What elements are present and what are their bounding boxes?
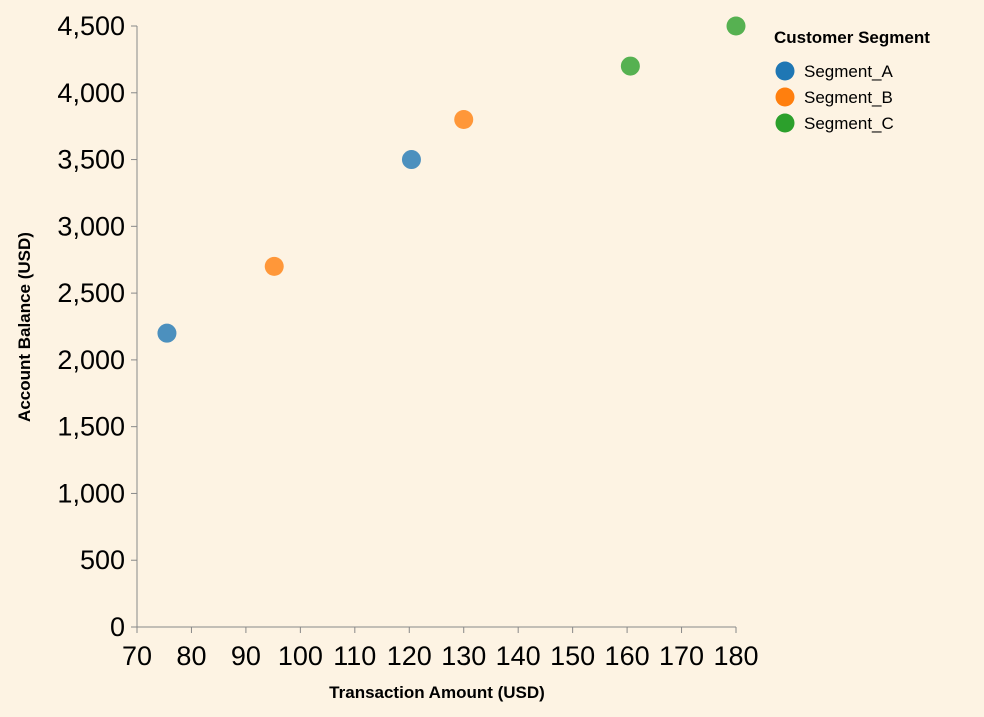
x-axis: 70 80 90 100 110 120 130 140 150 160 170 180 [122, 626, 759, 671]
data-point [264, 256, 284, 276]
y-axis-title: Account Balance (USD) [15, 232, 34, 422]
data-points [157, 16, 746, 343]
data-point [454, 109, 474, 129]
y-tick-label: 0 [110, 612, 125, 642]
x-tick-label: 110 [333, 641, 376, 671]
data-point [401, 150, 421, 170]
legend-label: Segment_B [804, 88, 893, 107]
legend-swatch [775, 87, 795, 107]
legend-swatch [775, 61, 795, 81]
x-tick-label: 130 [441, 641, 486, 671]
y-tick-label: 3,500 [57, 145, 125, 175]
legend-swatch [775, 113, 795, 133]
x-tick-label: 90 [231, 641, 261, 671]
y-tick-label: 2,000 [57, 345, 125, 375]
y-tick-label: 4,000 [57, 78, 125, 108]
x-tick-label: 140 [496, 641, 541, 671]
x-tick-label: 100 [278, 641, 323, 671]
data-point [157, 323, 177, 343]
data-point [726, 16, 746, 36]
x-axis-title: Transaction Amount (USD) [329, 683, 545, 702]
x-tick-label: 120 [387, 641, 432, 671]
x-tick-label: 80 [176, 641, 206, 671]
y-tick-label: 2,500 [57, 278, 125, 308]
x-tick-label: 150 [550, 641, 595, 671]
y-tick-label: 3,000 [57, 211, 125, 241]
y-tick-label: 500 [80, 545, 125, 575]
x-tick-label: 70 [122, 641, 152, 671]
legend-label: Segment_A [804, 62, 893, 81]
x-tick-label: 170 [659, 641, 704, 671]
x-tick-label: 160 [605, 641, 650, 671]
y-tick-label: 4,500 [57, 11, 125, 41]
y-tick-label: 1,000 [57, 478, 125, 508]
y-axis: 0 500 1,000 1,500 2,000 2,500 3,000 3,500 4,000 4… [57, 11, 138, 642]
y-tick-label: 1,500 [57, 412, 125, 442]
x-tick-label: 180 [713, 641, 758, 671]
legend-title: Customer Segment [774, 28, 930, 47]
legend-label: Segment_C [804, 114, 894, 133]
legend: Customer Segment Segment_A Segment_B Segme… [774, 28, 930, 133]
data-point [620, 56, 640, 76]
